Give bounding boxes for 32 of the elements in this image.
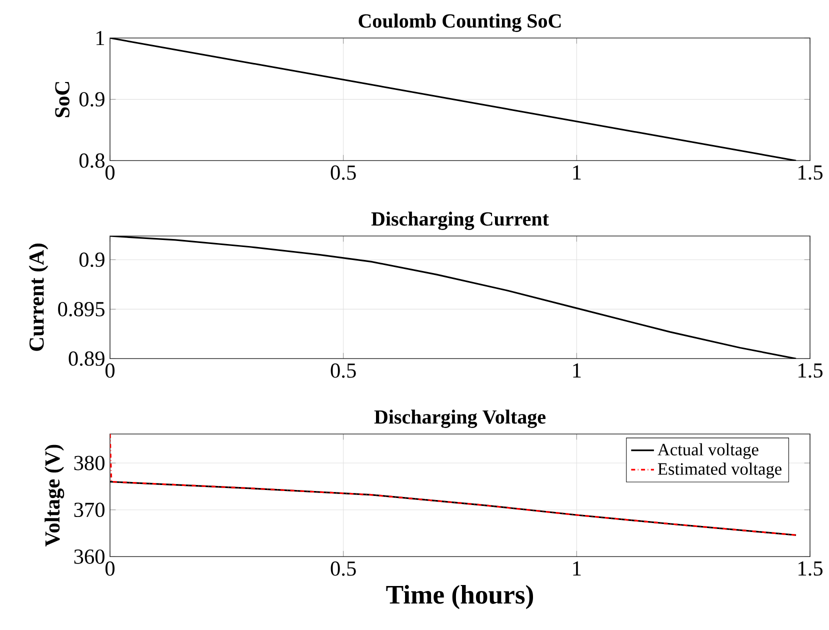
x-tick-label: 1.5 — [798, 561, 822, 576]
x-tick-label: 0 — [105, 165, 115, 180]
x-tick-label: 0 — [105, 363, 115, 378]
y-tick-label: 0.8 — [79, 153, 104, 168]
chart-title: Discharging Current — [371, 212, 549, 230]
y-tick-label: 0.89 — [68, 351, 104, 366]
legend-label: Estimated voltage — [658, 462, 782, 478]
line-series — [110, 434, 797, 536]
x-tick-label: 0.5 — [330, 561, 356, 576]
x-tick-label: 1 — [573, 363, 581, 378]
y-axis-title: Current (A) — [28, 244, 48, 351]
y-tick-label: 0.895 — [58, 302, 104, 316]
chart-title: Discharging Voltage — [374, 410, 546, 428]
legend-label: Actual voltage — [658, 443, 758, 460]
y-tick-label: 1 — [96, 30, 104, 46]
x-tick-label: 0 — [105, 561, 115, 576]
y-tick-label: 0.9 — [79, 92, 104, 107]
x-tick-label: 1.5 — [798, 363, 822, 378]
y-tick-label: 0.9 — [79, 252, 104, 267]
y-tick-label: 380 — [74, 456, 104, 470]
y-tick-label: 360 — [74, 549, 104, 564]
y-tick-label: 370 — [74, 502, 104, 518]
x-tick-label: 1 — [573, 165, 581, 180]
x-tick-label: 0.5 — [330, 165, 356, 180]
x-tick-label: 0.5 — [330, 363, 356, 378]
line-series — [110, 236, 797, 359]
y-axis-title: Voltage (V) — [44, 444, 64, 547]
chart-title: Coulomb Counting SoC — [358, 14, 561, 32]
y-axis-title: SoC — [55, 82, 70, 118]
x-tick-label: 1.5 — [798, 165, 822, 180]
x-tick-label: 1 — [573, 561, 581, 576]
x-axis-title: Time (hours) — [386, 585, 534, 610]
